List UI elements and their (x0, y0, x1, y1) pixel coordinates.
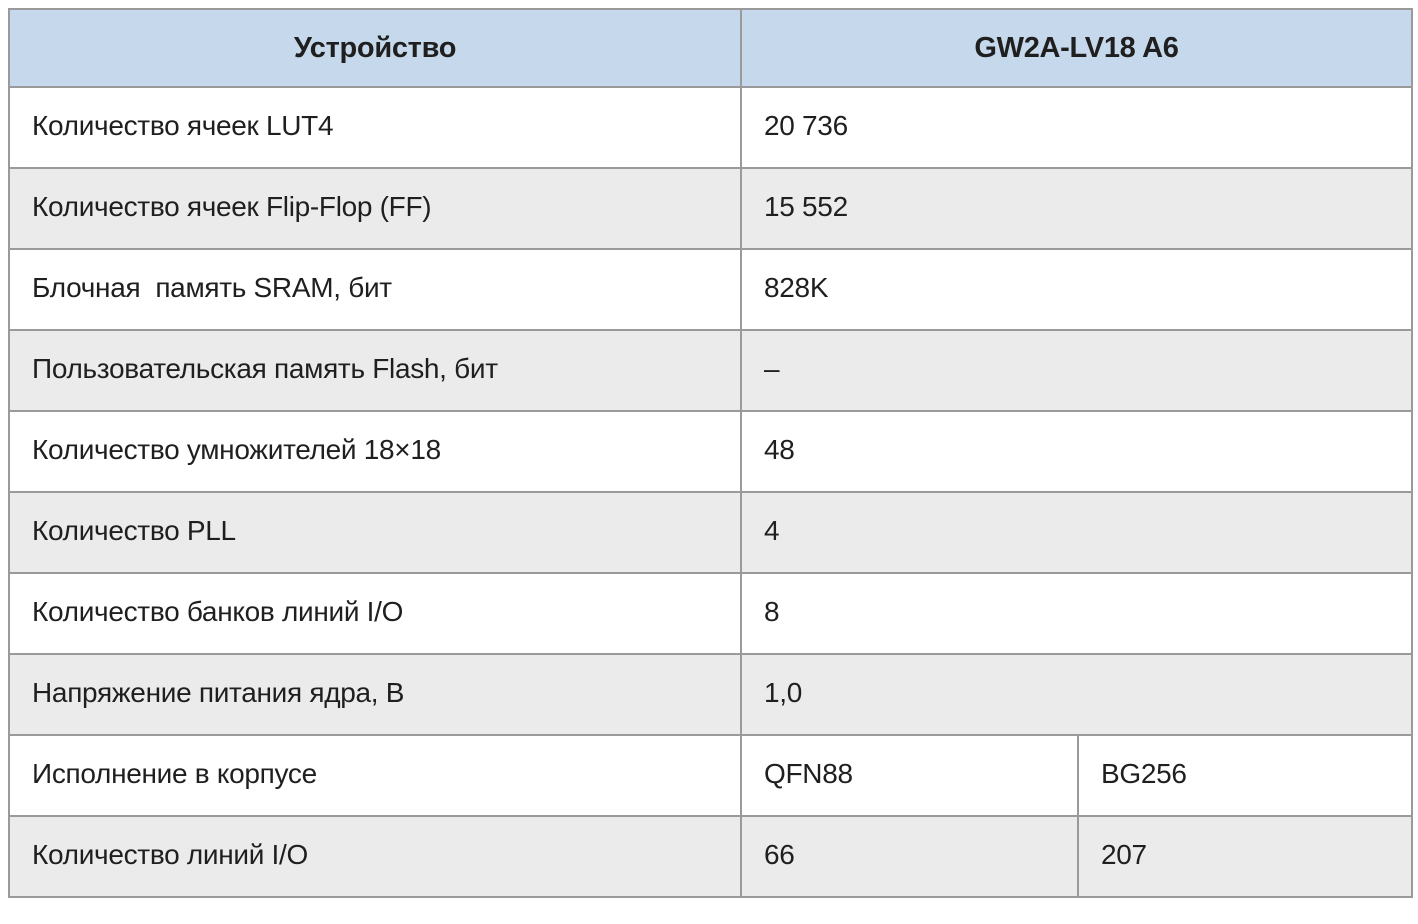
table-header: Устройство GW2A-LV18 A6 (8, 8, 1413, 88)
table-body: Количество ячеек LUT4 20 736 Количество … (8, 86, 1413, 898)
row-label: Количество линий I/O (8, 815, 742, 898)
table-row-io-lines: Количество линий I/O 66 207 (8, 815, 1413, 898)
header-cell-part: GW2A-LV18 A6 (740, 8, 1413, 88)
table-row-package: Исполнение в корпусе QFN88 BG256 (8, 734, 1413, 817)
table-row-flipflop: Количество ячеек Flip-Flop (FF) 15 552 (8, 167, 1413, 250)
row-value: 20 736 (740, 86, 1413, 169)
table-row-flash: Пользовательская память Flash, бит – (8, 329, 1413, 412)
row-value: – (740, 329, 1413, 412)
table-row-lut4: Количество ячеек LUT4 20 736 (8, 86, 1413, 169)
table-row-io-banks: Количество банков линий I/O 8 (8, 572, 1413, 655)
row-value-io-1: 66 (740, 815, 1079, 898)
row-label: Пользовательская память Flash, бит (8, 329, 742, 412)
row-value: 4 (740, 491, 1413, 574)
table-row-core-voltage: Напряжение питания ядра, В 1,0 (8, 653, 1413, 736)
table-row-multipliers: Количество умножителей 18×18 48 (8, 410, 1413, 493)
row-label: Блочная память SRAM, бит (8, 248, 742, 331)
row-value: 15 552 (740, 167, 1413, 250)
header-row: Устройство GW2A-LV18 A6 (8, 8, 1413, 88)
row-label: Напряжение питания ядра, В (8, 653, 742, 736)
row-value: 828K (740, 248, 1413, 331)
row-value: 48 (740, 410, 1413, 493)
row-label: Количество ячеек Flip-Flop (FF) (8, 167, 742, 250)
row-label: Исполнение в корпусе (8, 734, 742, 817)
table-row-pll: Количество PLL 4 (8, 491, 1413, 574)
table-row-sram: Блочная память SRAM, бит 828K (8, 248, 1413, 331)
row-label: Количество ячеек LUT4 (8, 86, 742, 169)
row-label: Количество PLL (8, 491, 742, 574)
row-value-package-2: BG256 (1077, 734, 1413, 817)
row-label: Количество умножителей 18×18 (8, 410, 742, 493)
spec-table-container: Устройство GW2A-LV18 A6 Количество ячеек… (8, 8, 1413, 898)
row-value: 8 (740, 572, 1413, 655)
row-value-package-1: QFN88 (740, 734, 1079, 817)
header-cell-device: Устройство (8, 8, 742, 88)
fpga-spec-table: Устройство GW2A-LV18 A6 Количество ячеек… (8, 8, 1413, 898)
row-value-io-2: 207 (1077, 815, 1413, 898)
row-value: 1,0 (740, 653, 1413, 736)
row-label: Количество банков линий I/O (8, 572, 742, 655)
